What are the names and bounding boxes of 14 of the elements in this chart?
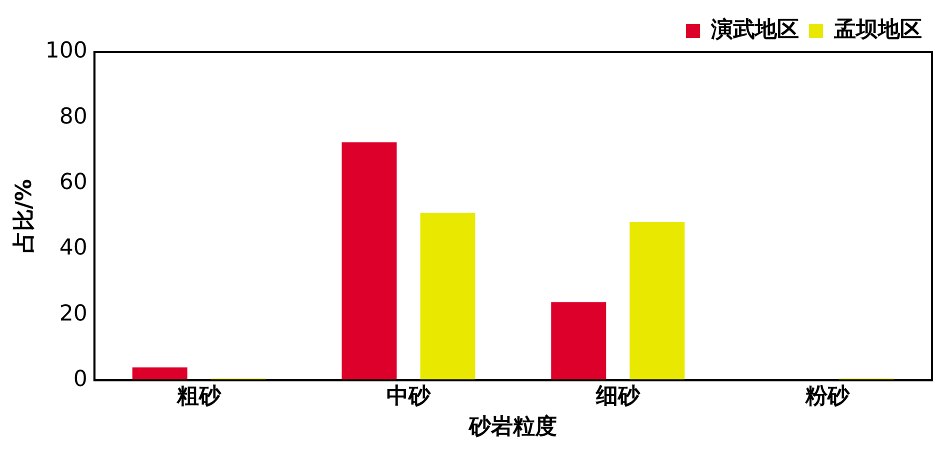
y-tick-label: 100 [45,38,88,64]
x-tick-label: 中砂 [386,384,432,410]
x-tick-label: 细砂 [594,384,641,410]
y-tick-label: 40 [59,236,88,261]
x-tick-label: 粗砂 [176,384,222,410]
legend-label: 孟坝地区 [833,18,922,43]
y-tick-label: 60 [59,170,88,195]
legend-label: 演武地区 [710,16,799,43]
x-tick-label: 粉砂 [804,384,850,410]
x-axis-title: 砂岩粒度 [468,414,558,440]
y-tick-label: 0 [73,366,88,392]
y-tick-label: 80 [59,104,88,130]
y-tick-label: 20 [59,301,88,326]
y-axis-title: 占比/% [12,179,37,254]
